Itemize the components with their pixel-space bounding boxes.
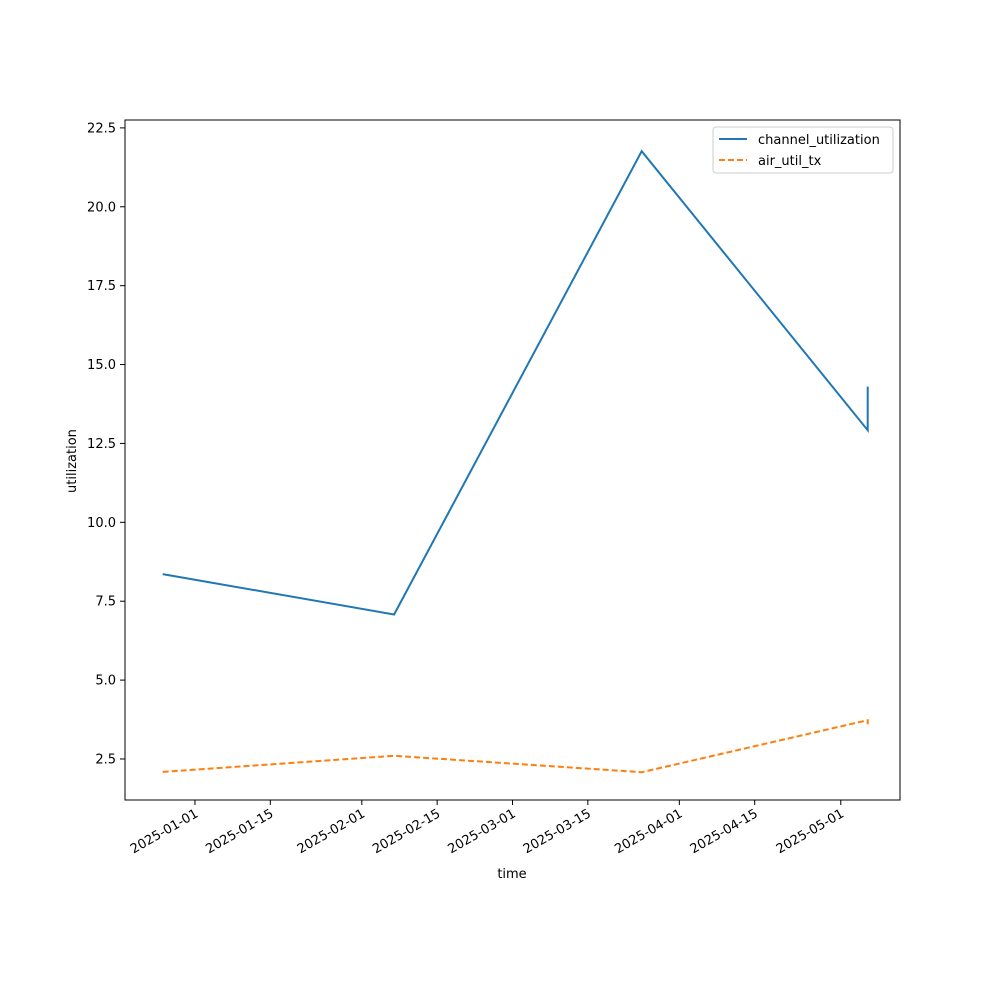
y-tick-label: 12.5: [87, 437, 116, 452]
series-lines: [162, 149, 869, 774]
y-tick-label: 22.5: [87, 121, 116, 136]
series-line-air-util-tx: [162, 718, 869, 774]
y-tick-label: 5.0: [95, 674, 116, 689]
y-tick-label: 17.5: [87, 279, 116, 294]
y-tick-label: 7.5: [95, 595, 116, 610]
legend: channel_utilization air_util_tx: [712, 126, 894, 174]
legend-label-channel-utilization: channel_utilization: [758, 133, 880, 148]
y-axis-label: utilization: [65, 429, 80, 493]
y-tick-label: 15.0: [87, 358, 116, 373]
y-tick-label: 10.0: [87, 516, 116, 531]
y-axis: 2.5 5.0 7.5 10.0 12.5 15.0 17.5 20.0 22.5: [87, 121, 125, 767]
y-tick-label: 2.5: [95, 752, 116, 767]
x-axis-label: time: [497, 867, 526, 882]
legend-box: [712, 126, 894, 174]
y-tick-label: 20.0: [87, 200, 116, 215]
legend-label-air-util-tx: air_util_tx: [758, 154, 822, 169]
series-line-channel-utilization: [162, 149, 869, 616]
